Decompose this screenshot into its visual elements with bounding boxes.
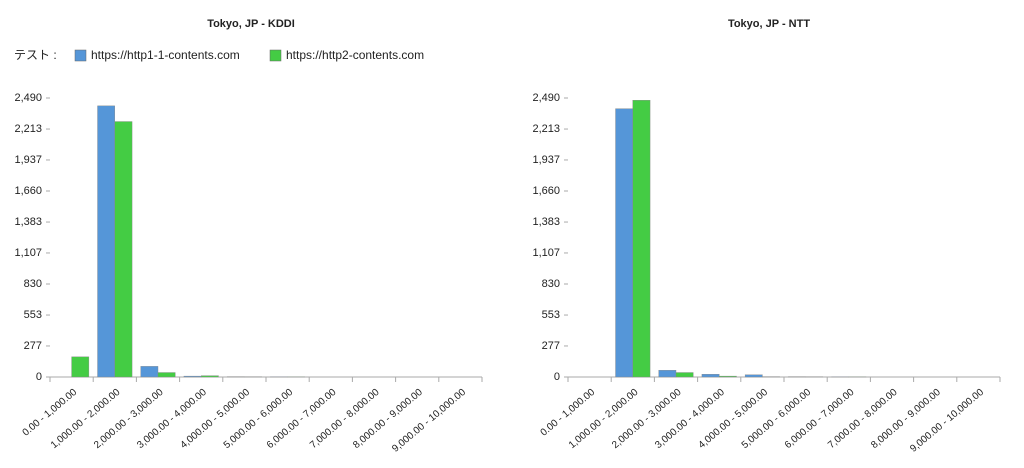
bar [658,370,677,378]
legend-entry: https://http2-contents.com [286,48,424,62]
y-tick-label: 0 [554,371,560,383]
y-tick-label: 1,107 [14,247,42,259]
x-tick-label: 9,000.00 - 10,000.00 [390,387,468,455]
bar [632,100,651,378]
bar [183,375,202,378]
bar [675,372,694,378]
y-tick-label: 1,383 [14,216,42,228]
bar [200,375,219,378]
legend-label: テスト : [14,48,57,62]
y-tick-label: 1,937 [532,154,560,166]
y-tick-label: 830 [24,278,42,290]
x-tick-label: 9,000.00 - 10,000.00 [908,387,986,455]
y-tick-label: 2,213 [532,123,560,135]
y-tick-label: 553 [542,309,560,321]
bar [701,373,720,378]
chart-title: Tokyo, JP - KDDI [207,18,295,30]
bar [114,121,133,378]
y-tick-label: 1,660 [14,185,42,197]
bar [157,372,176,378]
y-tick-label: 1,107 [532,247,560,259]
y-tick-label: 1,660 [532,185,560,197]
bar [140,366,159,378]
bar [744,374,763,378]
legend-swatch [74,49,87,62]
y-tick-label: 277 [542,340,560,352]
bar [615,108,634,378]
bar [71,356,90,378]
bar [97,105,115,378]
y-tick-label: 2,490 [14,92,42,104]
legend-entry: https://http1-1-contents.com [91,48,240,62]
y-tick-label: 1,937 [14,154,42,166]
legend-swatch [269,49,282,62]
y-tick-label: 0 [36,371,42,383]
y-tick-label: 553 [24,309,42,321]
y-tick-label: 2,490 [532,92,560,104]
y-tick-label: 1,383 [532,216,560,228]
bar [719,375,737,378]
chart-title: Tokyo, JP - NTT [728,18,810,30]
y-tick-label: 830 [542,278,560,290]
y-tick-label: 277 [24,340,42,352]
y-tick-label: 2,213 [14,123,42,135]
